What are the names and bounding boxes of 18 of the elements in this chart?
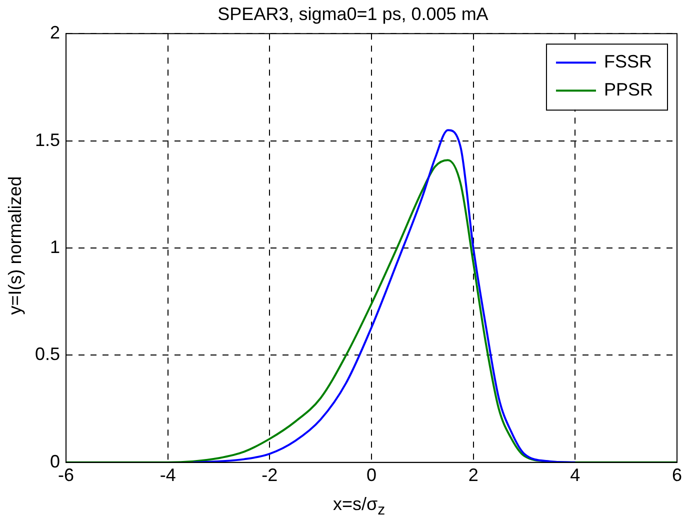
chart-title: SPEAR3, sigma0=1 ps, 0.005 mA bbox=[218, 4, 488, 24]
x-tick-label: -6 bbox=[58, 465, 74, 486]
legend-label: PPSR bbox=[604, 80, 654, 100]
line-series bbox=[192, 129, 576, 462]
y-tick-label: 1 bbox=[50, 236, 60, 257]
x-tick-label: 4 bbox=[570, 465, 580, 486]
x-tick-label: -2 bbox=[262, 465, 278, 486]
y-tick-label: 0.5 bbox=[34, 344, 60, 364]
y-tick-label: 0 bbox=[50, 451, 60, 472]
x-tick-label: 6 bbox=[672, 465, 682, 486]
legend-label: FSSR bbox=[604, 52, 652, 72]
y-axis-title: y=I(s) normalized bbox=[4, 176, 26, 314]
x-axis-title: x=s/σ$_{z}$ bbox=[332, 494, 386, 519]
x-tick-label: -4 bbox=[160, 465, 176, 486]
y-tick-label: 2 bbox=[50, 22, 60, 43]
y-tick-label: 1.5 bbox=[34, 130, 60, 150]
x-tick-label: 2 bbox=[468, 465, 478, 486]
x-tick-label: 0 bbox=[366, 465, 377, 486]
